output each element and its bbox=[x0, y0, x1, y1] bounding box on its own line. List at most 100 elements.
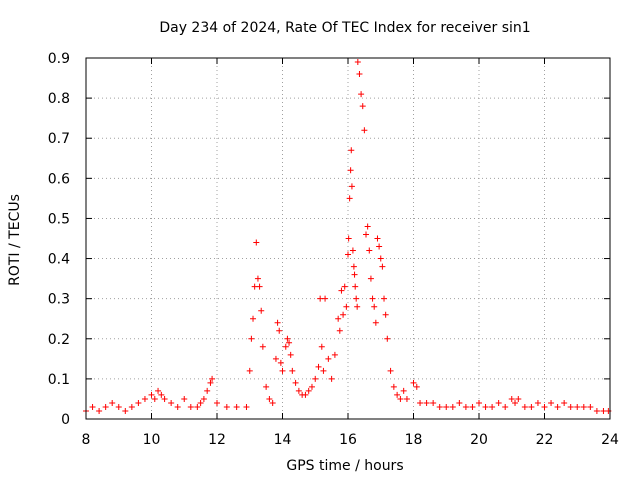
roti-point bbox=[168, 399, 175, 406]
x-tick-label: 12 bbox=[208, 432, 226, 448]
roti-point bbox=[561, 399, 568, 406]
y-tick-label: 0.2 bbox=[48, 332, 70, 348]
roti-point bbox=[141, 395, 148, 402]
roti-point bbox=[250, 315, 257, 322]
roti-point bbox=[482, 403, 489, 410]
roti-point bbox=[358, 91, 365, 98]
roti-point bbox=[295, 387, 302, 394]
roti-point bbox=[353, 295, 360, 302]
roti-point bbox=[174, 403, 181, 410]
roti-point bbox=[89, 403, 96, 410]
roti-point bbox=[430, 399, 437, 406]
roti-point bbox=[593, 407, 600, 414]
data-points bbox=[83, 59, 612, 414]
roti-point bbox=[574, 403, 581, 410]
roti-point bbox=[449, 403, 456, 410]
x-tick-label: 20 bbox=[470, 432, 488, 448]
roti-point bbox=[521, 403, 528, 410]
roti-point bbox=[253, 239, 260, 246]
roti-point bbox=[274, 319, 281, 326]
roti-point bbox=[356, 71, 363, 78]
roti-point bbox=[287, 351, 294, 358]
roti-point bbox=[508, 395, 515, 402]
roti-point bbox=[361, 127, 368, 134]
roti-point bbox=[348, 147, 355, 154]
x-tick-label: 22 bbox=[536, 432, 554, 448]
roti-point bbox=[122, 407, 129, 414]
roti-point bbox=[394, 391, 401, 398]
roti-point bbox=[243, 403, 250, 410]
y-tick-label: 0.3 bbox=[48, 292, 70, 308]
roti-point bbox=[328, 375, 335, 382]
roti-point bbox=[272, 355, 279, 362]
roti-point bbox=[381, 295, 388, 302]
y-tick-label: 0.6 bbox=[48, 171, 70, 187]
roti-point bbox=[349, 247, 356, 254]
roti-point bbox=[348, 183, 355, 190]
roti-point bbox=[318, 343, 325, 350]
roti-point bbox=[587, 403, 594, 410]
roti-point bbox=[259, 343, 266, 350]
roti-point bbox=[315, 363, 322, 370]
roti-point bbox=[305, 387, 312, 394]
roti-point bbox=[413, 383, 420, 390]
roti-point bbox=[580, 403, 587, 410]
roti-point bbox=[347, 167, 354, 174]
roti-point bbox=[403, 395, 410, 402]
roti-point bbox=[148, 391, 155, 398]
roti-point bbox=[102, 403, 109, 410]
roti-point bbox=[128, 403, 135, 410]
roti-point bbox=[495, 399, 502, 406]
roti-point bbox=[338, 287, 345, 294]
roti-point bbox=[346, 195, 353, 202]
roti-point bbox=[258, 307, 265, 314]
roti-point bbox=[223, 403, 230, 410]
roti-point bbox=[200, 395, 207, 402]
roti-point bbox=[364, 223, 371, 230]
roti-point bbox=[135, 399, 142, 406]
y-tick-label: 0.8 bbox=[48, 91, 70, 107]
roti-point bbox=[350, 263, 357, 270]
roti-point bbox=[387, 367, 394, 374]
roti-point bbox=[340, 311, 347, 318]
roti-point bbox=[567, 403, 574, 410]
roti-point bbox=[400, 387, 407, 394]
roti-point bbox=[331, 351, 338, 358]
roti-point bbox=[515, 395, 522, 402]
roti-point bbox=[276, 327, 283, 334]
x-tick-label: 16 bbox=[339, 432, 357, 448]
roti-point bbox=[336, 327, 343, 334]
roti-point bbox=[372, 319, 379, 326]
roti-point bbox=[541, 403, 548, 410]
roti-point bbox=[363, 231, 370, 238]
roti-point bbox=[397, 395, 404, 402]
roti-point bbox=[282, 343, 289, 350]
roti-point bbox=[187, 403, 194, 410]
x-tick-label: 10 bbox=[143, 432, 161, 448]
roti-point bbox=[354, 303, 361, 310]
roti-point bbox=[379, 263, 386, 270]
y-tick-label: 0.7 bbox=[48, 131, 70, 147]
roti-point bbox=[489, 403, 496, 410]
x-axis-label: GPS time / hours bbox=[286, 458, 403, 474]
x-tick-label: 24 bbox=[601, 432, 619, 448]
roti-point bbox=[194, 403, 201, 410]
roti-point bbox=[207, 379, 214, 386]
roti-point bbox=[366, 247, 373, 254]
roti-point bbox=[277, 359, 284, 366]
roti-point bbox=[115, 403, 122, 410]
roti-point bbox=[502, 403, 509, 410]
roti-point bbox=[289, 367, 296, 374]
roti-point bbox=[469, 403, 476, 410]
roti-point bbox=[279, 367, 286, 374]
roti-point bbox=[376, 243, 383, 250]
roti-point bbox=[367, 275, 374, 282]
roti-point bbox=[354, 59, 361, 66]
roti-point bbox=[109, 399, 116, 406]
roti-point bbox=[204, 387, 211, 394]
roti-point bbox=[476, 399, 482, 406]
roti-point bbox=[382, 311, 389, 318]
roti-point bbox=[269, 399, 276, 406]
roti-point bbox=[197, 399, 204, 406]
roti-point bbox=[214, 399, 220, 406]
